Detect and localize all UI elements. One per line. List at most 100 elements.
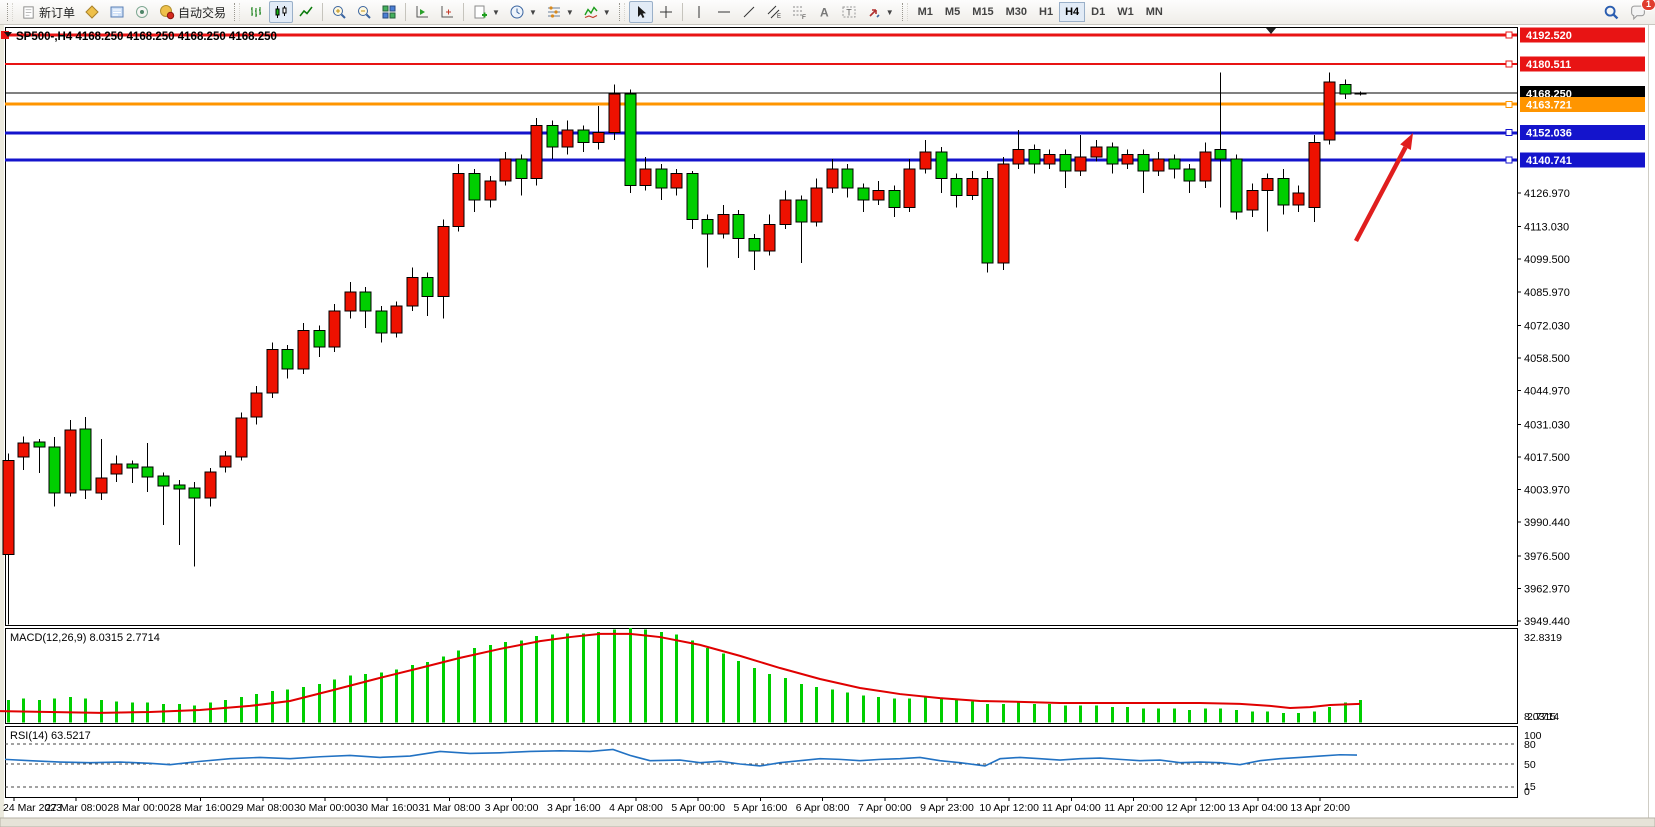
chart-title: SP500-,H4 4168.250 4168.250 4168.250 416… xyxy=(16,31,277,43)
pane-frames xyxy=(5,27,1518,798)
arrow-object[interactable] xyxy=(1354,133,1413,243)
candle-body xyxy=(1168,158,1181,170)
tile-windows-button[interactable] xyxy=(377,1,401,23)
chart-shift-button[interactable] xyxy=(435,1,459,23)
cursor-tool-button[interactable] xyxy=(628,1,653,23)
text-label-tool-button[interactable]: T xyxy=(837,1,861,23)
timeframe-d1-button[interactable]: D1 xyxy=(1091,6,1106,18)
timeframe-m1-button[interactable]: M1 xyxy=(917,6,933,18)
candle-body xyxy=(670,173,683,189)
rsi-scale-label: 15 xyxy=(1524,781,1536,793)
new-order-label: 新订单 xyxy=(39,5,76,20)
candle-body xyxy=(1090,146,1103,158)
price-axis[interactable]: 4126.970 4113.030 4099.500 4085.970 4072.030… xyxy=(1517,188,1570,628)
svg-text:4163.721: 4163.721 xyxy=(1526,99,1572,111)
chart-shift-icon xyxy=(441,6,454,18)
horizontal-line-tool-button[interactable] xyxy=(712,1,736,23)
crosshair-tool-button[interactable] xyxy=(654,1,678,23)
timeframe-m5-button[interactable]: M5 xyxy=(944,6,961,18)
candle-body xyxy=(64,429,77,494)
chat-bubble-icon xyxy=(1631,5,1645,20)
macd-value-label: 8.0315 xyxy=(1524,711,1556,723)
clock-icon xyxy=(510,5,524,19)
auto-scroll-icon xyxy=(416,6,429,18)
notifications-button[interactable]: 1 xyxy=(1625,0,1655,23)
candle-body xyxy=(235,417,248,458)
price-tick-label: 4072.030 xyxy=(1524,320,1570,332)
market-watch-button[interactable] xyxy=(105,1,129,23)
fibonacci-tool-button[interactable]: F xyxy=(787,1,811,23)
time-periods-button[interactable]: ▼ xyxy=(505,1,541,23)
zoom-in-button[interactable] xyxy=(327,1,351,23)
candle-body xyxy=(748,238,761,252)
line-chart-button[interactable] xyxy=(294,1,318,23)
new-chart-button[interactable] xyxy=(80,1,104,23)
hline-right-handle[interactable] xyxy=(1505,129,1513,137)
candle-body xyxy=(173,484,186,490)
autotrading-button[interactable]: 自动交易 xyxy=(155,1,230,23)
time-tick-label: 10 Apr 12:00 xyxy=(979,802,1039,814)
indicators-list-button[interactable]: ▼ xyxy=(579,1,615,23)
timeframe-h4-button[interactable]: H4 xyxy=(1059,2,1086,22)
toolbar-grip[interactable] xyxy=(901,3,908,21)
candle-body xyxy=(1214,149,1227,160)
hline-right-handle[interactable] xyxy=(1505,156,1513,164)
price-tick-label: 3990.440 xyxy=(1524,517,1570,529)
toolbar-grip[interactable] xyxy=(618,3,625,21)
trendline-tool-button[interactable] xyxy=(737,1,761,23)
time-tick-label: 11 Apr 04:00 xyxy=(1042,802,1101,814)
candle-body xyxy=(1323,81,1336,141)
candle-body xyxy=(188,487,201,499)
time-tick-label: 29 Mar 08:00 xyxy=(232,802,294,814)
vertical-line-tool-button[interactable] xyxy=(687,1,711,23)
hline-right-handle[interactable] xyxy=(1505,60,1513,68)
rsi-line xyxy=(4,748,1358,767)
text-tool-button[interactable]: A xyxy=(812,1,836,23)
timeframe-mn-button[interactable]: MN xyxy=(1145,6,1163,18)
toolbar-grip[interactable] xyxy=(7,3,13,21)
candle-body xyxy=(126,463,139,469)
price-tick-label: 4031.030 xyxy=(1524,419,1570,431)
toolbar-grip[interactable] xyxy=(234,3,241,21)
symbol-dropdown-icon[interactable] xyxy=(4,32,12,37)
candlestick-chart-button[interactable] xyxy=(269,1,294,23)
time-tick-label: 13 Apr 20:00 xyxy=(1290,802,1350,814)
crosshair-icon xyxy=(659,6,672,18)
arrows-tool-button[interactable]: ▼ xyxy=(862,1,898,23)
hline-price-label: 4192.520 xyxy=(1505,27,1645,43)
new-order-button[interactable]: 新订单 xyxy=(17,1,79,23)
candle-body xyxy=(1028,149,1041,165)
timeframe-m30-button[interactable]: M30 xyxy=(1005,6,1028,18)
hline-left-handle[interactable] xyxy=(1,31,9,39)
rsi-scale-label: 80 xyxy=(1524,739,1536,751)
price-tick-label: 3949.440 xyxy=(1524,616,1570,628)
candle-body xyxy=(1152,158,1165,172)
candle-body xyxy=(624,93,637,187)
timeframe-h1-button[interactable]: H1 xyxy=(1039,6,1054,18)
hline-price-label: 4152.036 xyxy=(1505,125,1645,141)
hline-right-handle[interactable] xyxy=(1505,31,1513,39)
add-indicator-button[interactable]: ▼ xyxy=(468,1,504,23)
timeframe-m15-button[interactable]: M15 xyxy=(972,6,994,18)
caret-down-icon: ▼ xyxy=(565,7,574,17)
candle-body xyxy=(95,477,108,494)
bar-chart-button[interactable] xyxy=(244,1,268,23)
candle-body xyxy=(406,276,419,307)
signals-button[interactable] xyxy=(130,1,154,23)
candle-body xyxy=(452,173,465,228)
templates-icon xyxy=(547,6,560,18)
search-button[interactable] xyxy=(1599,1,1624,23)
timeframe-w1-button[interactable]: W1 xyxy=(1117,6,1134,18)
channel-tool-button[interactable]: E xyxy=(762,1,786,23)
time-tick-label: 28 Mar 16:00 xyxy=(170,802,232,814)
time-tick-label: 3 Apr 16:00 xyxy=(547,802,601,814)
hline-right-handle[interactable] xyxy=(1505,100,1513,108)
shift-marker-icon[interactable] xyxy=(1266,28,1276,34)
candle-body xyxy=(328,310,341,348)
zoom-out-button[interactable] xyxy=(352,1,376,23)
templates-button[interactable]: ▼ xyxy=(542,1,578,23)
auto-scroll-button[interactable] xyxy=(410,1,434,23)
